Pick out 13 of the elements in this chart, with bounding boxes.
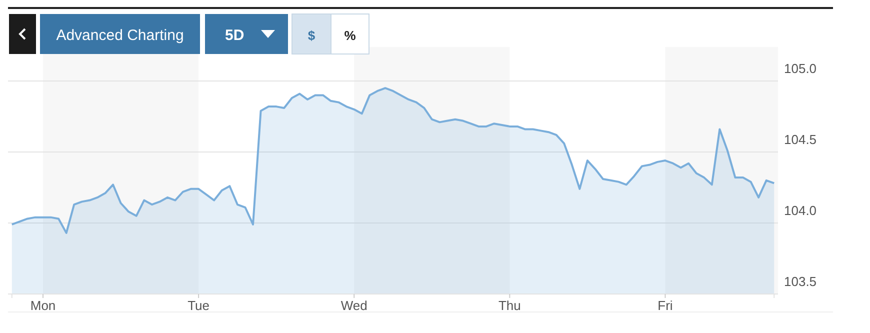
text: $ (308, 28, 316, 43)
x-tick-label: Mon (30, 298, 56, 314)
x-tick-label: Fri (658, 298, 673, 314)
text: Advanced Charting (56, 27, 184, 44)
x-tick-label: Wed (340, 298, 368, 314)
text: % (344, 28, 356, 43)
y-tick-label: 103.5 (784, 274, 817, 290)
y-tick-label: 104.0 (784, 203, 817, 218)
y-tick-label: 105.0 (784, 61, 817, 76)
x-tick-label: Tue (188, 298, 210, 314)
text: 5D (225, 27, 244, 44)
y-tick-label: 104.5 (784, 132, 817, 148)
x-tick-label: Thu (498, 298, 521, 314)
